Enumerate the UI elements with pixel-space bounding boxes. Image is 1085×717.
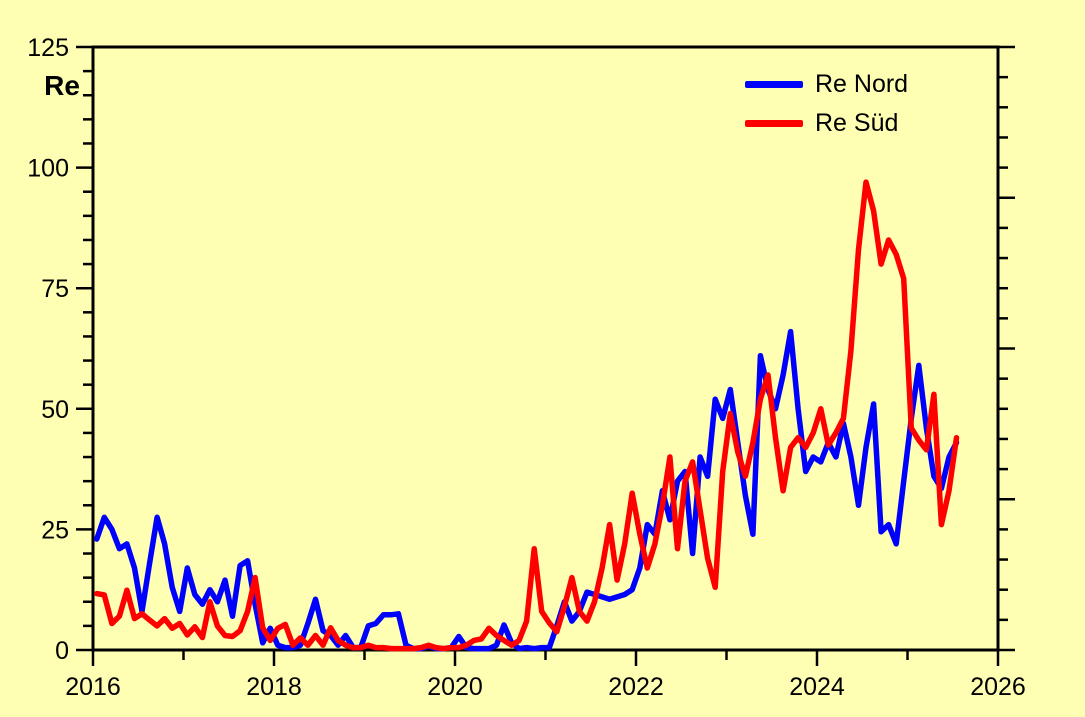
legend: Re Nord Re Süd [745,72,908,136]
series-line-re-s-d [94,179,960,652]
x-tick-label: 2022 [608,673,664,701]
axis-tick-labels: 0 25 50 75 100 125 2016 2018 2020 2022 2024 2026 [27,34,1026,701]
x-tick-label: 2020 [427,673,483,701]
y-tick-label: 0 [55,637,69,665]
y-tick-label: 25 [41,516,69,544]
series-lines [94,179,960,652]
series-line-re-nord [94,328,960,652]
x-tick-label: 2016 [65,673,121,701]
y-tick-label: 100 [27,155,69,183]
re-sued-legend-label: Re Süd [815,109,899,137]
re-nord-legend-label: Re Nord [815,70,909,98]
re-sued-line-swatch [745,120,803,127]
y-tick-label: 75 [41,275,69,303]
x-tick-label: 2026 [970,673,1026,701]
axis-ticks [76,45,1015,666]
re-nord-line-swatch [745,81,803,88]
x-tick-label: 2018 [246,673,302,701]
legend-row-re-sued: Re Süd [745,111,908,136]
plot-area-frame [91,45,1000,652]
legend-row-re-nord: Re Nord [745,72,908,97]
y-tick-label: 125 [27,34,69,62]
y-axis-title: Re [44,70,80,101]
x-tick-label: 2024 [789,673,845,701]
y-tick-label: 50 [41,396,69,424]
